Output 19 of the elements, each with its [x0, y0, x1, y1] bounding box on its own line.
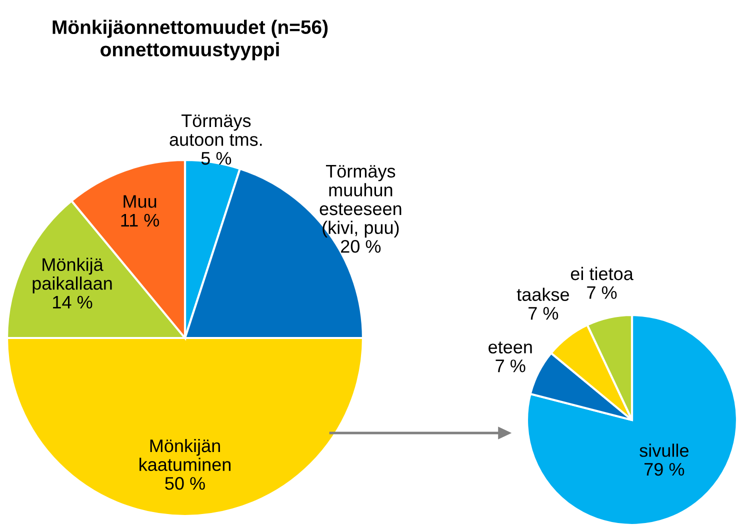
data-label: 79 % [644, 462, 684, 476]
slice-label: Mönkijän kaatuminen [140, 438, 231, 472]
slice-label: ei tietoa [570, 266, 634, 280]
data-label: 7 % [496, 360, 526, 372]
data-label: 5 % [201, 152, 232, 165]
slice-label: eteen [488, 342, 532, 354]
slice-label: taakse [516, 288, 569, 301]
data-label: 7 % [587, 286, 617, 299]
data-label: 50 % [165, 477, 205, 490]
slice-label: sivulle [640, 444, 688, 457]
slice-label: Törmäys autoon tms. [170, 114, 262, 146]
slice-label: Törmäys muuhun esteeseen (kivi, puu) [320, 165, 402, 238]
data-label: 14 % [53, 296, 92, 309]
chart-title: Mönkijäonnettomuudet (n=56) onnettomuustyyppi [52, 20, 328, 60]
data-label: 11 % [121, 214, 160, 227]
slice-label: Mönkijä paikallaan [32, 258, 112, 294]
data-label: 20 % [341, 240, 381, 253]
slice-label: Muu [124, 195, 156, 208]
data-label: 7 % [528, 307, 558, 320]
